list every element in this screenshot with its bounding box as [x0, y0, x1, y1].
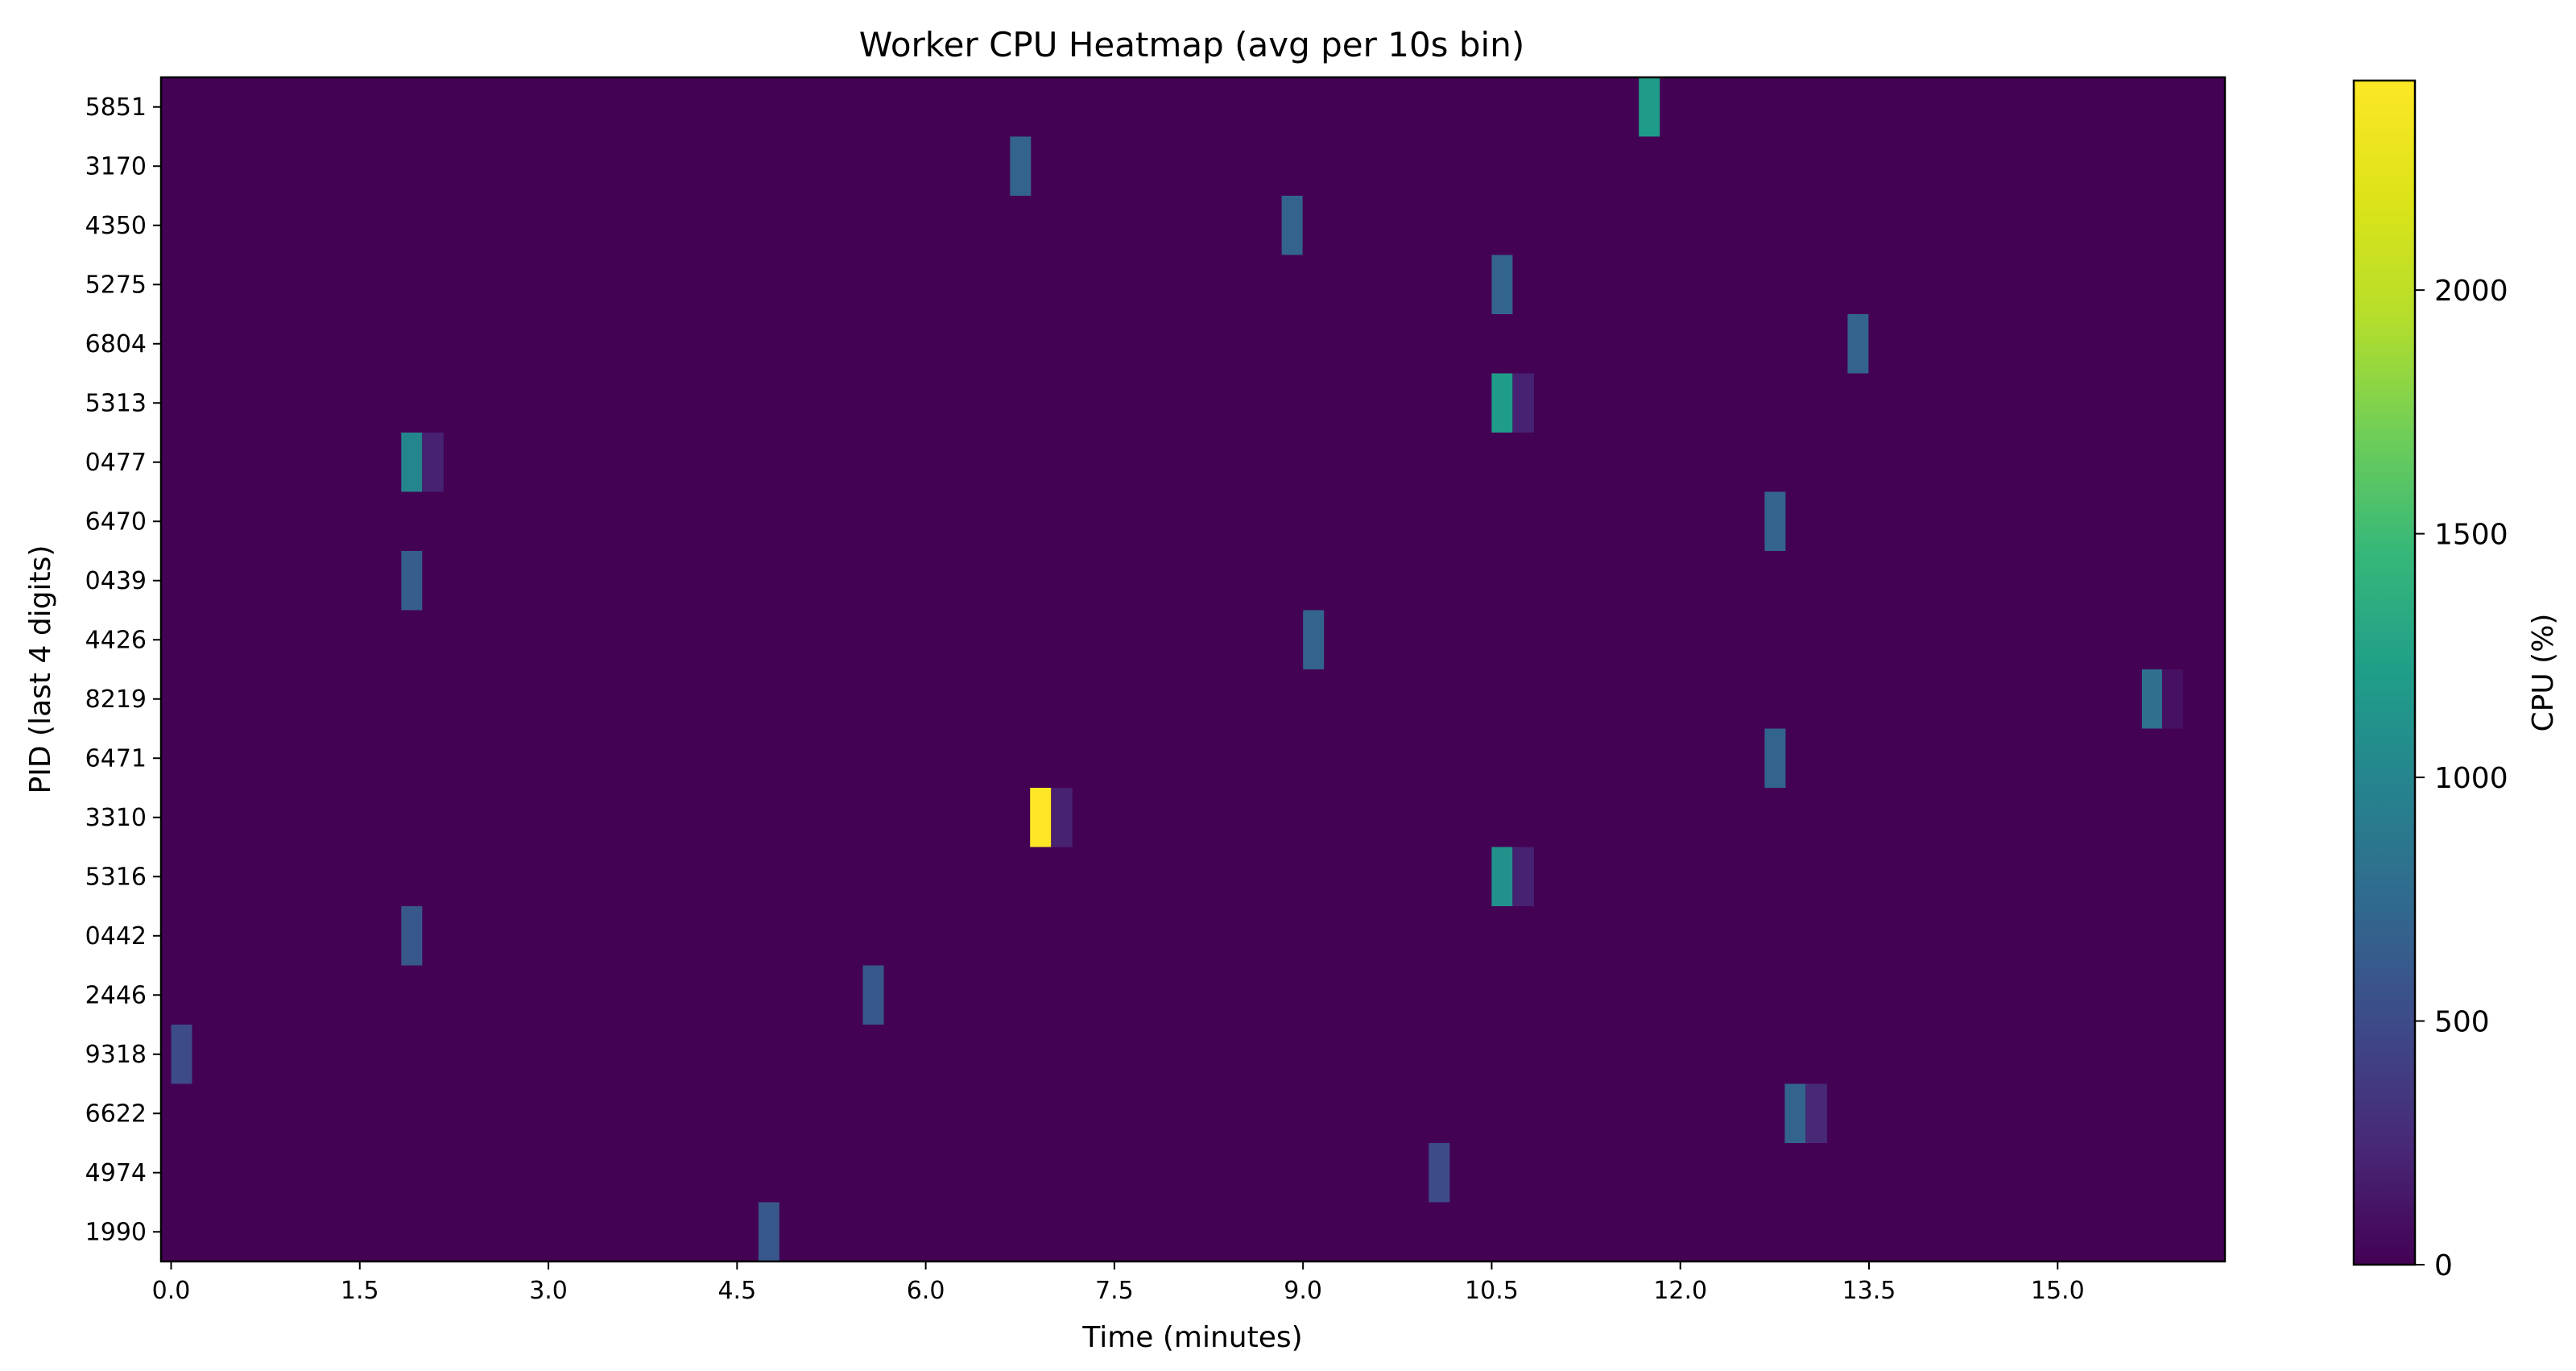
x-tick-label: 6.0 [907, 1277, 945, 1305]
x-tick-label: 4.5 [717, 1277, 756, 1305]
heatmap-cell [171, 1025, 192, 1084]
y-tick-label: 3170 [85, 152, 147, 180]
colorbar-tick-label: 0 [2434, 1249, 2453, 1282]
x-tick-label: 7.5 [1095, 1277, 1134, 1305]
plot-frame [159, 76, 2227, 1263]
heatmap-cell [758, 1202, 779, 1261]
heatmap-cell [2141, 669, 2163, 729]
heatmap-cell [862, 965, 884, 1025]
y-tick-label: 4974 [85, 1159, 147, 1187]
heatmap-cell [1010, 136, 1032, 196]
heatmap-cell [1281, 196, 1303, 255]
heatmap-cell [1764, 728, 1786, 788]
y-tick-label: 6804 [85, 330, 147, 358]
heatmap-cell [1784, 1083, 1806, 1143]
colorbar-label: CPU (%) [2527, 614, 2560, 732]
colorbar-tick-label: 1500 [2434, 519, 2508, 552]
y-tick-label: 4426 [85, 626, 147, 654]
x-tick-label: 12.0 [1653, 1277, 1707, 1305]
y-tick-label: 6470 [85, 507, 147, 536]
colorbar: 0 500 1000 1500 2000 CPU (%) [2352, 79, 2560, 1282]
heatmap-cell [1303, 610, 1325, 669]
heatmap-cell [1491, 255, 1513, 314]
heatmap-cell [1764, 491, 1786, 551]
heatmap-cell [1513, 373, 1534, 433]
heatmap-cell [2161, 669, 2183, 729]
heatmap-cell [1491, 847, 1513, 906]
heatmap-cell [401, 906, 423, 966]
y-tick-label: 5313 [85, 389, 147, 417]
heatmap-cell [401, 433, 423, 492]
colorbar-tick-label: 1000 [2434, 762, 2508, 795]
y-tick-label: 9318 [85, 1041, 147, 1069]
y-axis-ticks: 5851 3170 4350 5275 6804 5313 0477 6470 0439 4426… [85, 93, 161, 1246]
y-tick-label: 5275 [85, 271, 147, 299]
colorbar-tick-label: 500 [2434, 1006, 2490, 1039]
y-tick-label: 6622 [85, 1100, 147, 1128]
x-tick-label: 15.0 [2031, 1277, 2085, 1305]
y-tick-label: 0477 [85, 449, 147, 477]
x-tick-label: 13.5 [1842, 1277, 1896, 1305]
heatmap-background [161, 77, 2225, 1261]
heatmap-cell [1805, 1083, 1827, 1143]
colorbar-tick-label: 2000 [2434, 275, 2508, 308]
y-tick-label: 0439 [85, 567, 147, 595]
plot-area [159, 76, 2227, 1263]
heatmap-cell [1847, 314, 1869, 374]
heatmap-cell [422, 433, 444, 492]
y-tick-label: 5316 [85, 863, 147, 891]
chart-title: Worker CPU Heatmap (avg per 10s bin) [859, 25, 1524, 64]
y-tick-label: 1990 [85, 1218, 147, 1246]
y-tick-label: 0442 [85, 922, 147, 951]
heatmap-cell [1639, 77, 1660, 137]
heatmap-cells [171, 77, 2183, 1261]
y-tick-label: 3310 [85, 804, 147, 832]
colorbar-ticks: 0 500 1000 1500 2000 [2415, 275, 2508, 1282]
x-tick-label: 10.5 [1465, 1277, 1519, 1305]
heatmap-cell [1491, 373, 1513, 433]
y-tick-label: 2446 [85, 981, 147, 1009]
heatmap-cell [1513, 847, 1534, 906]
x-tick-label: 3.0 [529, 1277, 568, 1305]
y-tick-label: 4350 [85, 212, 147, 240]
y-tick-label: 8219 [85, 686, 147, 714]
x-axis-ticks: 0.0 1.5 3.0 4.5 6.0 7.5 9.0 10.5 12.0 13.5 15.0 [152, 1261, 2085, 1305]
heatmap-cell [1030, 788, 1052, 847]
x-tick-label: 0.0 [152, 1277, 191, 1305]
x-tick-label: 9.0 [1284, 1277, 1322, 1305]
y-tick-label: 5851 [85, 93, 147, 122]
y-axis-label: PID (last 4 digits) [24, 545, 57, 794]
heatmap-cell [1429, 1143, 1450, 1203]
x-tick-label: 1.5 [341, 1277, 379, 1305]
heatmap-cell [1051, 788, 1073, 847]
x-axis-label: Time (minutes) [1081, 1321, 1302, 1354]
y-tick-label: 6471 [85, 744, 147, 772]
heatmap-cell [401, 551, 423, 611]
colorbar-gradient [2352, 79, 2417, 1266]
